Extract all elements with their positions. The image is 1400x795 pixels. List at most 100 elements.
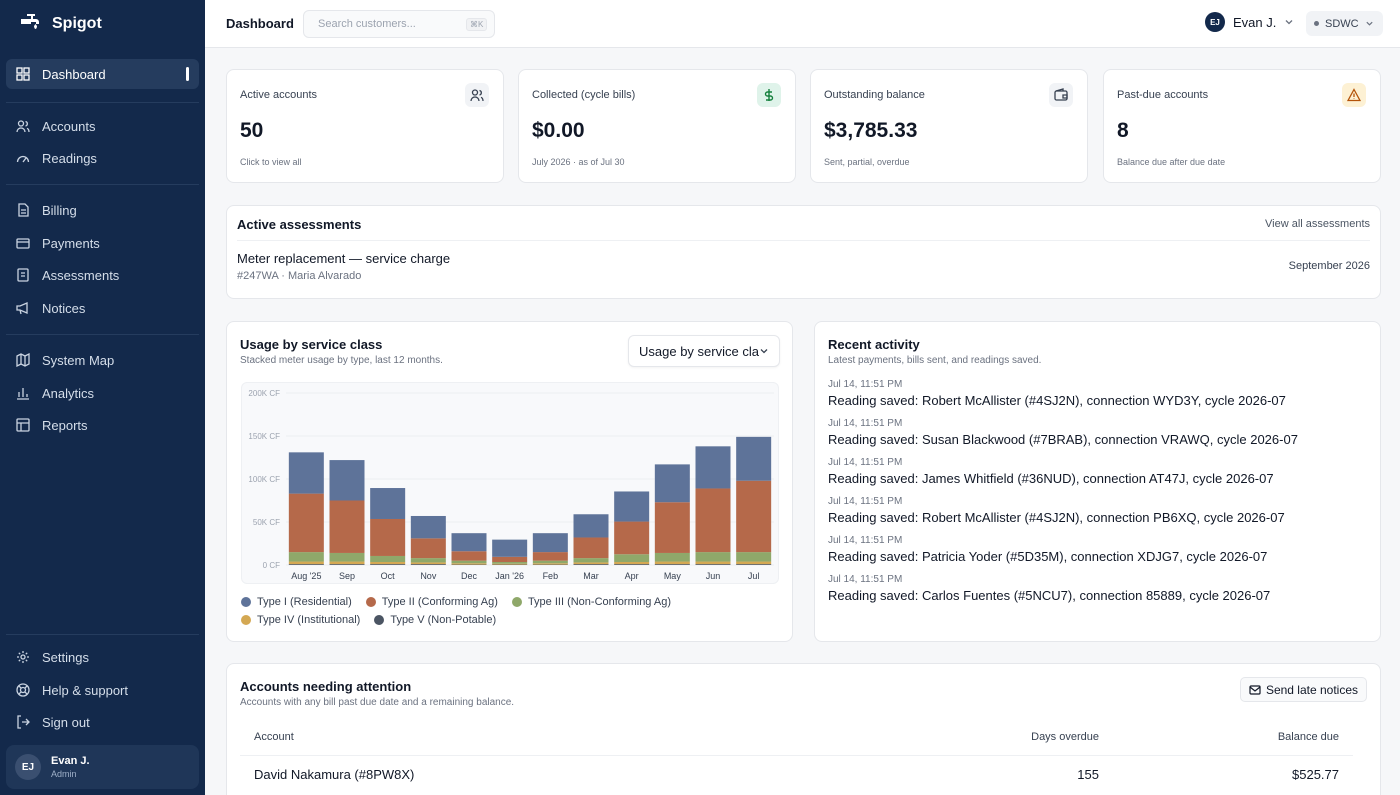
- bar-segment[interactable]: [451, 560, 487, 564]
- stat-sub: Click to view all: [240, 157, 302, 167]
- sidebar-item-assessments[interactable]: Assessments: [6, 260, 199, 290]
- org-name: SDWC: [1325, 17, 1359, 30]
- assessment-row[interactable]: Meter replacement — service charge #247W…: [227, 241, 1380, 291]
- bar-segment[interactable]: [654, 564, 690, 565]
- bar-segment[interactable]: [329, 564, 365, 565]
- x-tick-label: Apr: [625, 571, 639, 581]
- bar-segment[interactable]: [532, 533, 568, 553]
- bar-segment[interactable]: [532, 560, 568, 564]
- bar-segment[interactable]: [370, 561, 406, 565]
- bar-segment[interactable]: [654, 464, 690, 503]
- bar-segment[interactable]: [614, 521, 650, 555]
- bar-segment[interactable]: [288, 452, 324, 494]
- bar-segment[interactable]: [614, 564, 650, 565]
- bar-segment[interactable]: [736, 561, 772, 565]
- bar-segment[interactable]: [329, 561, 365, 565]
- sidebar-item-analytics[interactable]: Analytics: [6, 378, 199, 408]
- bar-segment[interactable]: [573, 537, 609, 559]
- send-late-notices-button[interactable]: Send late notices: [1239, 677, 1367, 702]
- bar-segment[interactable]: [329, 500, 365, 553]
- bar-segment[interactable]: [695, 561, 731, 565]
- sidebar-item-reports[interactable]: Reports: [6, 410, 199, 440]
- org-switcher[interactable]: SDWC: [1306, 11, 1383, 36]
- bar-segment[interactable]: [492, 563, 528, 565]
- bar-segment[interactable]: [370, 488, 406, 519]
- section-title: Recent activity: [828, 337, 920, 352]
- sidebar-item-settings[interactable]: Settings: [6, 642, 199, 672]
- bar-segment[interactable]: [654, 552, 690, 562]
- legend-item[interactable]: Type III (Non-Conforming Ag): [511, 596, 671, 608]
- brand[interactable]: Spigot: [18, 12, 102, 36]
- bar-segment[interactable]: [573, 558, 609, 563]
- sidebar-item-dashboard[interactable]: Dashboard: [6, 59, 199, 89]
- bar-segment[interactable]: [492, 539, 528, 557]
- user-menu[interactable]: EJ Evan J.: [1205, 12, 1294, 32]
- bar-segment[interactable]: [370, 518, 406, 556]
- legend-item[interactable]: Type IV (Institutional): [241, 614, 360, 626]
- bar-segment[interactable]: [654, 561, 690, 565]
- bar-segment[interactable]: [492, 561, 528, 564]
- bar-segment[interactable]: [288, 493, 324, 553]
- sign-out-icon: [17, 715, 30, 729]
- bar-segment[interactable]: [614, 561, 650, 565]
- bar-segment[interactable]: [329, 460, 365, 501]
- receipt-icon: [17, 268, 29, 282]
- bar-segment[interactable]: [695, 488, 731, 553]
- sidebar-item-system-map[interactable]: System Map: [6, 345, 199, 375]
- section-subtitle: Accounts with any bill past due date and…: [240, 697, 515, 708]
- bar-segment[interactable]: [451, 551, 487, 561]
- bar-segment[interactable]: [573, 562, 609, 565]
- gear-icon: [17, 651, 29, 663]
- bar-segment[interactable]: [695, 564, 731, 565]
- bar-segment[interactable]: [329, 552, 365, 562]
- bar-segment[interactable]: [614, 491, 650, 522]
- bar-segment[interactable]: [288, 552, 324, 562]
- bar-segment[interactable]: [370, 555, 406, 562]
- bar-segment[interactable]: [288, 561, 324, 565]
- bar-segment[interactable]: [370, 564, 406, 565]
- stat-card-active-accounts[interactable]: Active accounts 50 Click to view all: [226, 69, 504, 183]
- sidebar-item-accounts[interactable]: Accounts: [6, 111, 199, 141]
- bar-segment[interactable]: [532, 552, 568, 561]
- bar-segment[interactable]: [410, 538, 446, 559]
- bar-segment[interactable]: [614, 554, 650, 562]
- bar-segment[interactable]: [654, 502, 690, 553]
- bar-segment[interactable]: [695, 446, 731, 489]
- bar-segment[interactable]: [451, 563, 487, 565]
- bar-segment[interactable]: [736, 564, 772, 565]
- bar-segment[interactable]: [736, 552, 772, 562]
- bar-segment[interactable]: [573, 514, 609, 538]
- legend-item[interactable]: Type V (Non-Potable): [374, 614, 496, 626]
- sidebar-item-help[interactable]: Help & support: [6, 675, 199, 705]
- sidebar-item-notices[interactable]: Notices: [6, 293, 199, 323]
- bar-segment[interactable]: [736, 436, 772, 481]
- bar-segment[interactable]: [410, 558, 446, 563]
- bar-segment[interactable]: [410, 515, 446, 539]
- account-cell[interactable]: David Nakamura (#8PW8X): [254, 766, 415, 782]
- bar-segment[interactable]: [492, 556, 528, 562]
- sidebar-item-readings[interactable]: Readings: [6, 143, 199, 173]
- x-tick-label: Aug '25: [291, 571, 321, 581]
- bar-segment[interactable]: [532, 563, 568, 565]
- bar-segment[interactable]: [573, 564, 609, 565]
- x-tick-label: Jun: [706, 571, 721, 581]
- chart-type-select[interactable]: Usage by service class: [628, 335, 780, 367]
- view-all-assessments-link[interactable]: View all assessments: [1265, 218, 1370, 230]
- sidebar-user-card[interactable]: EJ Evan J. Admin: [6, 745, 199, 789]
- sidebar-item-billing[interactable]: Billing: [6, 195, 199, 225]
- legend-item[interactable]: Type I (Residential): [241, 596, 352, 608]
- x-tick-label: May: [664, 571, 682, 581]
- bar-segment[interactable]: [410, 564, 446, 565]
- search-box[interactable]: ⌘K: [303, 10, 495, 38]
- sidebar-item-sign-out[interactable]: Sign out: [6, 707, 199, 737]
- legend-item[interactable]: Type II (Conforming Ag): [365, 596, 498, 608]
- sidebar-item-payments[interactable]: Payments: [6, 228, 199, 258]
- days-overdue-cell: 155: [1077, 766, 1099, 782]
- bar-segment[interactable]: [736, 480, 772, 553]
- table-row[interactable]: David Nakamura (#8PW8X) 155 $525.77: [240, 755, 1353, 793]
- bar-segment[interactable]: [288, 564, 324, 565]
- bar-segment[interactable]: [410, 562, 446, 565]
- bar-segment[interactable]: [695, 552, 731, 562]
- bar-segment[interactable]: [451, 533, 487, 552]
- search-input[interactable]: [318, 18, 460, 30]
